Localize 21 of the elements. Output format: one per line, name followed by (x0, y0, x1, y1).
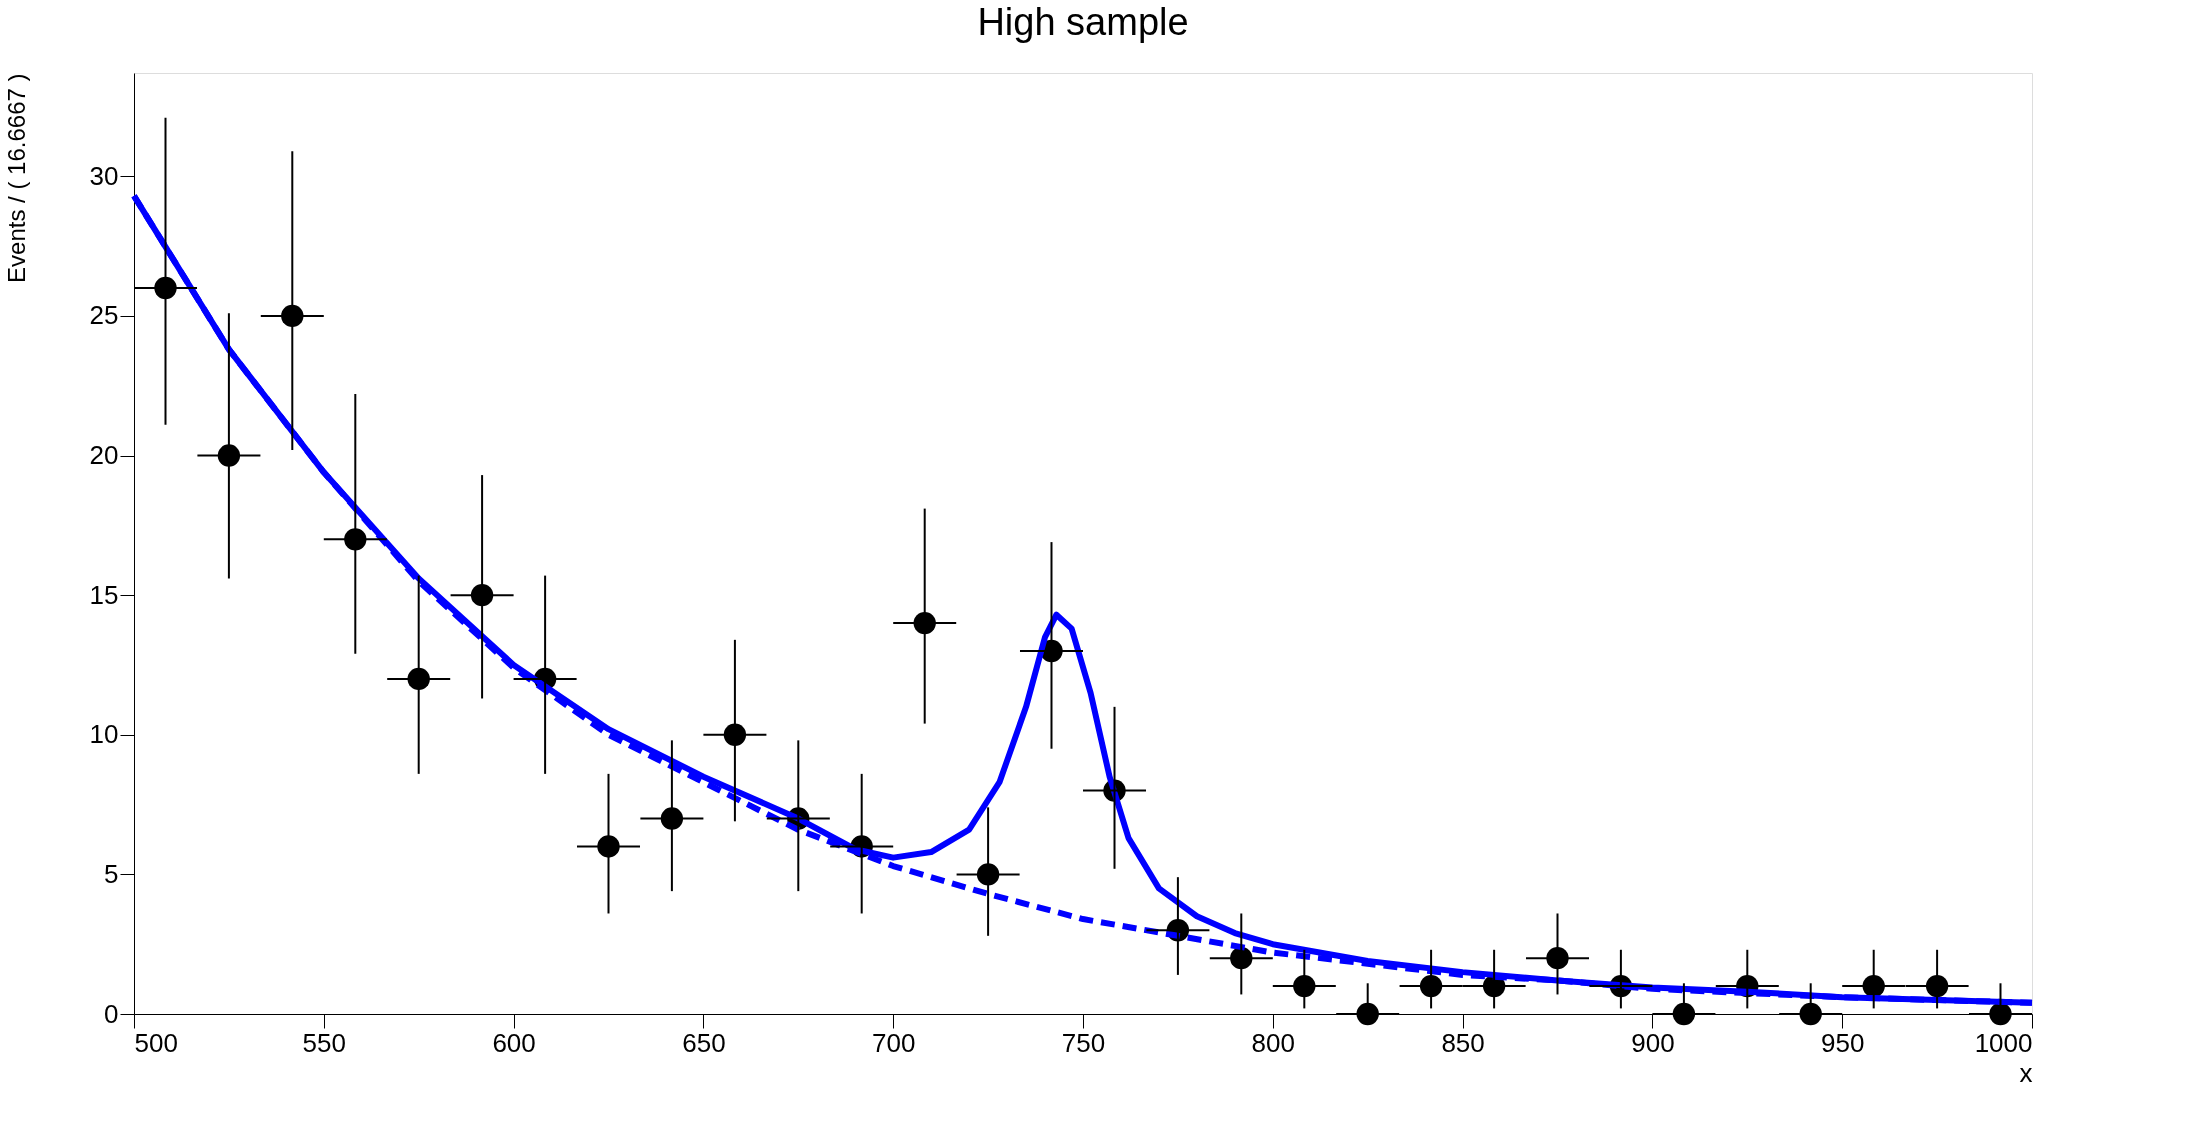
y-tick-label: 30 (89, 160, 119, 191)
x-tick-label: 1000 (1974, 1027, 2033, 1058)
x-tick-label: 600 (492, 1027, 536, 1058)
x-tick-label: 800 (1251, 1027, 1295, 1058)
chart-title: High sample (977, 1, 1189, 43)
y-tick-label: 20 (89, 440, 119, 471)
y-axis-title: Events / ( 16.6667 ) (2, 73, 30, 283)
x-tick-label: 750 (1061, 1027, 1106, 1058)
x-tick-label: 550 (302, 1027, 346, 1058)
x-tick-label: 850 (1441, 1027, 1485, 1058)
y-tick-label: 15 (89, 579, 119, 610)
x-tick-label: 700 (872, 1027, 916, 1058)
x-tick-label: 950 (1821, 1027, 1865, 1058)
y-tick-label: 5 (104, 858, 119, 889)
x-axis-title: x (2019, 1057, 2033, 1088)
x-tick-label: 500 (134, 1027, 178, 1058)
y-tick-label: 0 (104, 998, 119, 1029)
x-tick-label: 900 (1631, 1027, 1675, 1058)
y-tick-label: 25 (89, 300, 119, 331)
y-tick-label: 10 (89, 719, 119, 750)
x-tick-label: 650 (682, 1027, 726, 1058)
